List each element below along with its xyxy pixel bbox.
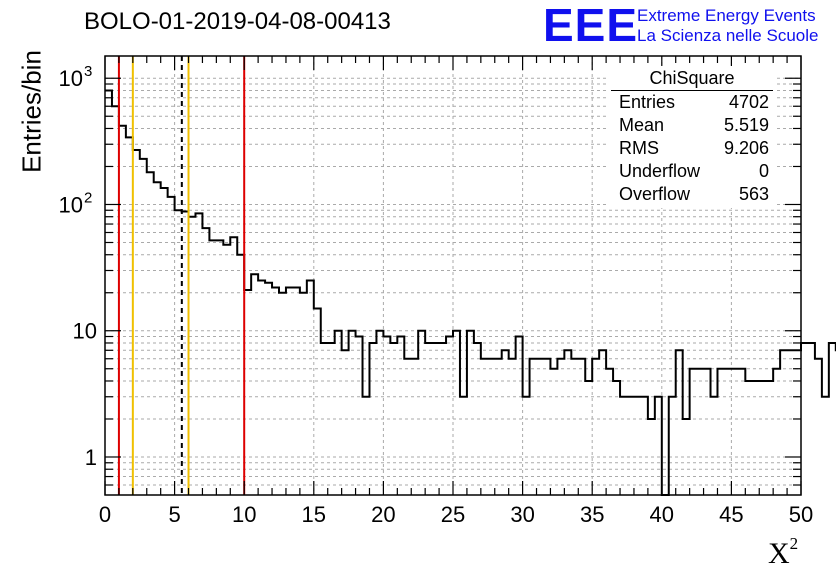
- stats-value: 4702: [728, 92, 769, 112]
- stats-value: 5.519: [723, 115, 769, 135]
- stats-title: ChiSquare: [649, 68, 735, 88]
- stats-row-rms: RMS 9.206: [619, 138, 769, 161]
- stats-row-overflow: Overflow 563: [619, 184, 769, 207]
- stats-box: ChiSquare Entries 4702 Mean 5.519 RMS 9.…: [609, 66, 775, 208]
- x-tick-label: 35: [580, 502, 604, 527]
- stats-divider: [611, 90, 773, 91]
- x-tick-label: 10: [232, 502, 256, 527]
- y-tick-label: 1: [85, 445, 97, 470]
- x-tick-label: 40: [650, 502, 674, 527]
- x-tick-label: 0: [99, 502, 111, 527]
- logo-mark: EEE: [543, 0, 639, 51]
- x-tick-label: 45: [719, 502, 743, 527]
- stats-value: 0: [758, 161, 769, 181]
- x-tick-label: 20: [371, 502, 395, 527]
- chart-title: BOLO-01-2019-04-08-00413: [84, 8, 391, 35]
- x-tick-label: 25: [441, 502, 465, 527]
- x-tick-label: 5: [168, 502, 180, 527]
- stats-value: 9.206: [723, 138, 769, 158]
- stats-value: 563: [738, 184, 769, 204]
- logo-line-1: Extreme Energy Events: [637, 6, 816, 25]
- y-tick-label: 10: [73, 319, 97, 344]
- y-axis-label: Entries/bin: [16, 50, 47, 173]
- x-tick-label: 50: [789, 502, 813, 527]
- stats-row-entries: Entries 4702: [619, 92, 769, 115]
- x-tick-label: 30: [510, 502, 534, 527]
- stats-label: Overflow: [619, 184, 691, 204]
- stats-label: RMS: [619, 138, 659, 158]
- eee-logo: EEE Extreme Energy Events La Scienza nel…: [543, 0, 833, 51]
- x-axis-label-superscript: 2: [789, 534, 799, 553]
- x-axis-label: X2: [768, 534, 798, 571]
- stats-label: Underflow: [619, 161, 701, 181]
- y-tick-label: 10: [59, 192, 83, 217]
- stats-label: Entries: [619, 92, 676, 112]
- stats-row-underflow: Underflow 0: [619, 161, 769, 184]
- x-axis-label-base: X: [768, 537, 790, 570]
- stats-row-mean: Mean 5.519: [619, 115, 769, 138]
- stats-label: Mean: [619, 115, 665, 135]
- y-tick-label: 10: [59, 66, 83, 91]
- y-tick-exponent: 3: [84, 63, 92, 80]
- logo-line-2: La Scienza nelle Scuole: [637, 26, 819, 45]
- x-tick-label: 15: [302, 502, 326, 527]
- y-tick-exponent: 2: [84, 189, 92, 206]
